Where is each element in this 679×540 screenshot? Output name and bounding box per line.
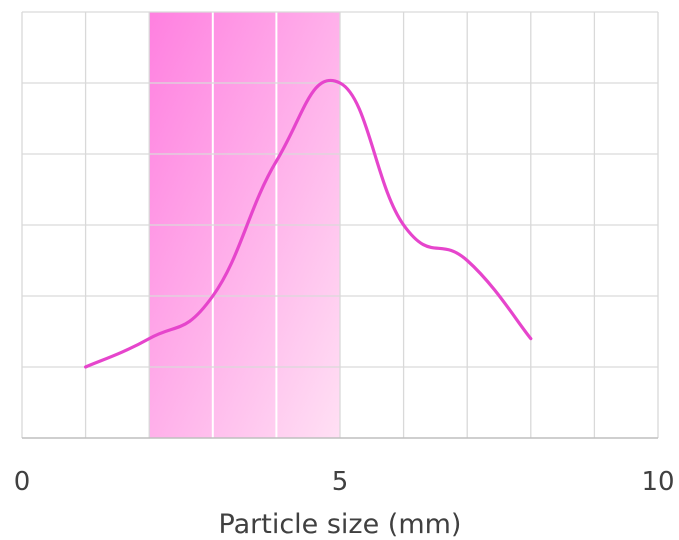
x-axis-title: Particle size (mm): [219, 509, 462, 540]
x-tick-label-0: 0: [14, 467, 31, 497]
x-tick-label-5: 5: [332, 467, 349, 497]
x-tick-label-10: 10: [641, 467, 674, 497]
